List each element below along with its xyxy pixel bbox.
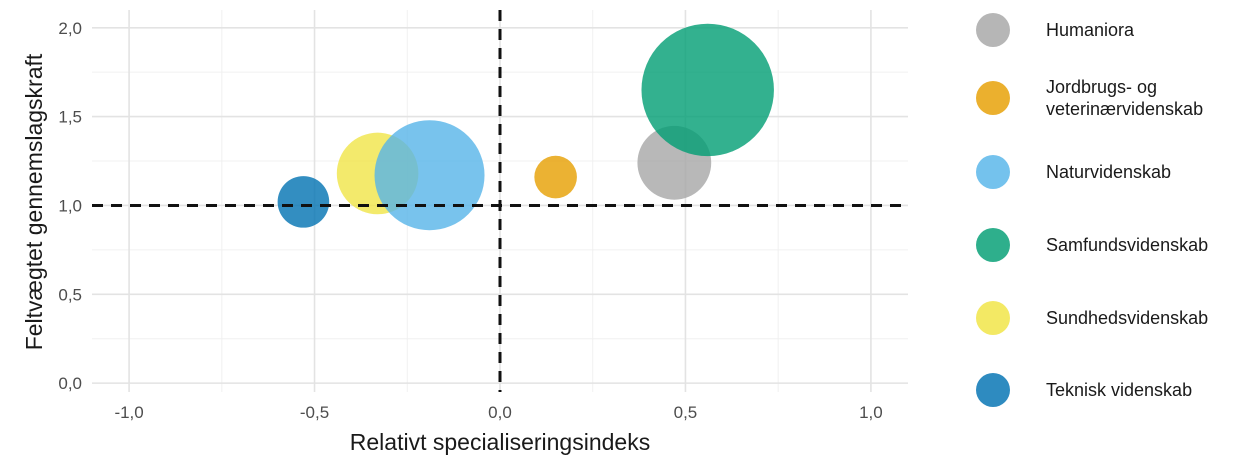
bubble-teknisk	[277, 176, 330, 228]
legend-label: Samfundsvidenskab	[1046, 235, 1209, 255]
x-axis-title: Relativt specialiseringsindeks	[350, 429, 650, 455]
y-tick-label: 1,0	[58, 196, 82, 215]
reference-lines	[92, 10, 908, 392]
bubbles	[277, 23, 774, 231]
legend-label: Teknisk videnskab	[1046, 380, 1193, 400]
legend-item: Teknisk videnskab	[976, 373, 1192, 407]
bubble-jordbrugs	[534, 155, 577, 199]
legend-label: Sundhedsvidenskab	[1046, 308, 1209, 328]
legend-key	[976, 81, 1010, 115]
bubble-samfundsvidenskab	[641, 23, 774, 157]
legend-key	[976, 155, 1010, 189]
y-tick-label: 0,5	[58, 285, 82, 304]
legend-item: Samfundsvidenskab	[976, 228, 1208, 262]
x-tick-label: 0,5	[674, 403, 698, 422]
x-tick-label: -0,5	[300, 403, 329, 422]
y-tick-label: 1,5	[58, 108, 82, 127]
x-tick-label: -1,0	[114, 403, 143, 422]
x-tick-label: 1,0	[859, 403, 883, 422]
legend-item: Naturvidenskab	[976, 155, 1171, 189]
bubble-naturvidenskab	[374, 120, 485, 231]
legend-key	[976, 373, 1010, 407]
legend-label: Naturvidenskab	[1046, 162, 1172, 182]
y-tick-label: 0,0	[58, 374, 82, 393]
tick-labels: -1,0 -0,5 0,0 0,5 1,0 0,0 0,5 1,0 1,5 2,0	[58, 19, 882, 422]
legend-label: Humaniora	[1046, 20, 1135, 40]
legend-key	[976, 228, 1010, 262]
x-tick-label: 0,0	[488, 403, 512, 422]
legend-item: Sundhedsvidenskab	[976, 301, 1208, 335]
legend-key	[976, 13, 1010, 47]
y-tick-label: 2,0	[58, 19, 82, 38]
bubble-chart: -1,0 -0,5 0,0 0,5 1,0 0,0 0,5 1,0 1,5 2,0 Relativ…	[21, 10, 908, 455]
y-axis-title: Feltvægtet gennemslagskraft	[21, 53, 47, 350]
legend-key	[976, 301, 1010, 335]
legend-item: Jordbrugs- og veterinærvidenskab	[976, 76, 1203, 120]
legend-item: Humaniora	[976, 13, 1134, 47]
legend: Humaniora Jordbrugs- og veterinærvidenska…	[976, 0, 1246, 459]
legend-label: Jordbrugs- og veterinærvidenskab	[1046, 77, 1204, 119]
